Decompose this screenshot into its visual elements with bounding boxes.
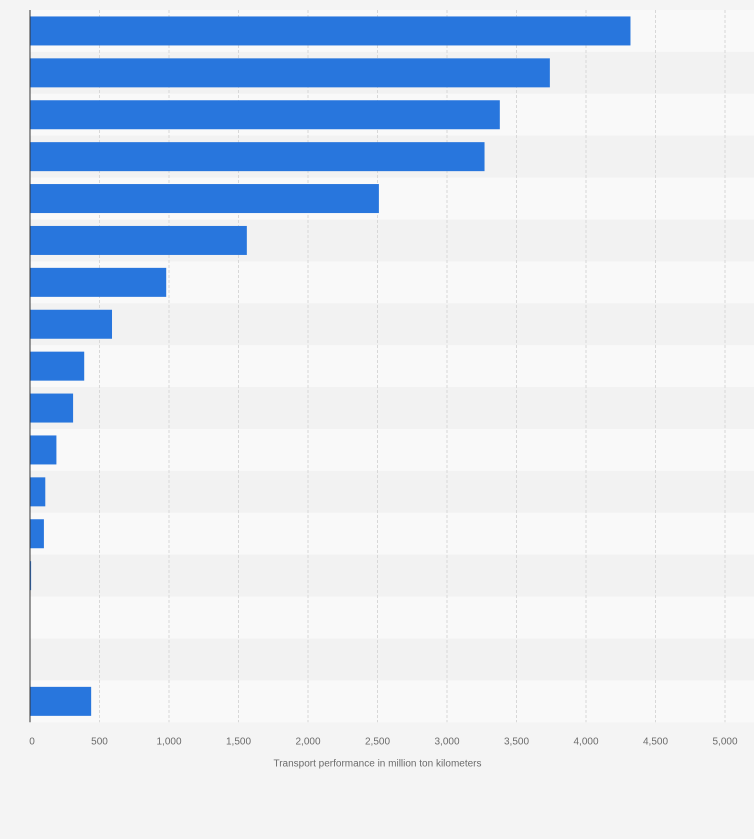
row-band	[30, 596, 754, 639]
bar	[30, 100, 500, 130]
row-band	[30, 638, 754, 681]
bar	[30, 142, 485, 172]
x-tick-labels: 0 500 1,000 1,500 2,000 2,500 3,000 3,500 4,000 4…	[29, 736, 738, 747]
row-band	[30, 303, 754, 346]
bar	[30, 58, 550, 88]
x-tick-label: 0	[29, 736, 35, 747]
x-tick-label: 1,000	[156, 736, 181, 747]
bar	[30, 184, 379, 214]
x-tick-label: 500	[91, 736, 108, 747]
x-axis-title: Transport performance in million ton kil…	[273, 758, 481, 769]
row-band	[30, 470, 754, 513]
bars	[30, 16, 631, 716]
bar	[30, 267, 167, 297]
bar	[30, 393, 74, 423]
bar	[30, 435, 57, 465]
row-band	[30, 554, 754, 597]
bar	[30, 561, 32, 591]
bar	[30, 351, 85, 381]
row-band	[30, 512, 754, 555]
bar	[30, 686, 92, 716]
x-tick-label: 5,000	[712, 736, 737, 747]
bar	[30, 16, 631, 46]
bar	[30, 477, 46, 507]
row-band	[30, 387, 754, 429]
x-tick-label: 2,000	[295, 736, 320, 747]
x-tick-label: 4,500	[643, 736, 668, 747]
bar	[30, 519, 44, 549]
row-band	[30, 345, 754, 388]
gridlines	[99, 10, 726, 723]
row-band	[30, 429, 754, 471]
row-band	[30, 680, 754, 723]
x-tick-label: 3,500	[504, 736, 529, 747]
bar	[30, 225, 247, 255]
x-tick-label: 2,500	[365, 736, 390, 747]
x-tick-label: 3,000	[434, 736, 459, 747]
x-tick-label: 1,500	[226, 736, 251, 747]
x-tick-label: 4,000	[573, 736, 598, 747]
bar	[30, 309, 113, 339]
